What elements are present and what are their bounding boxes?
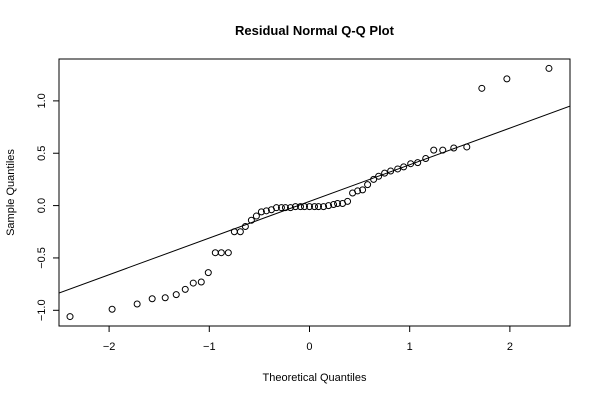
- data-point: [334, 199, 342, 207]
- data-point: [364, 181, 372, 189]
- y-tick-label: 0.0: [36, 198, 48, 213]
- data-point: [320, 203, 328, 211]
- data-point: [211, 249, 219, 257]
- data-point: [545, 64, 553, 72]
- x-tick-label: 0: [306, 341, 312, 353]
- data-point: [315, 203, 323, 211]
- data-point: [66, 313, 74, 321]
- data-point: [281, 204, 289, 212]
- data-point: [414, 159, 422, 167]
- data-point: [430, 146, 438, 154]
- data-point: [311, 203, 318, 211]
- data-point: [291, 203, 299, 211]
- data-point: [230, 228, 238, 236]
- data-point: [172, 291, 180, 299]
- data-point: [478, 84, 486, 92]
- x-tick-label: −1: [203, 341, 216, 353]
- y-tick-label: −0.5: [36, 247, 48, 269]
- data-point: [463, 143, 471, 151]
- data-point: [296, 203, 304, 211]
- data-point: [189, 279, 197, 287]
- data-point: [224, 249, 232, 257]
- data-point: [387, 167, 395, 175]
- data-point: [247, 216, 255, 224]
- x-axis-label: Theoretical Quantiles: [263, 372, 367, 384]
- data-point: [257, 208, 265, 216]
- x-tick-label: −2: [103, 341, 116, 353]
- x-tick-label: 2: [507, 341, 513, 353]
- x-tick-label: 1: [407, 341, 413, 353]
- data-point: [236, 228, 244, 236]
- data-point: [305, 203, 313, 211]
- x-axis: −2 −1 0 1 2: [103, 326, 513, 353]
- data-point: [354, 187, 362, 195]
- data-point: [422, 154, 430, 162]
- data-point: [300, 203, 308, 211]
- y-tick-label: 0.5: [36, 146, 48, 161]
- data-point: [370, 175, 378, 183]
- data-point: [133, 300, 141, 308]
- data-point: [108, 305, 116, 313]
- reference-line-group: [59, 105, 570, 294]
- data-point: [286, 204, 294, 212]
- data-point: [181, 285, 189, 293]
- data-point: [197, 278, 205, 286]
- data-point: [252, 212, 260, 220]
- data-point: [344, 197, 352, 205]
- data-point: [450, 144, 458, 152]
- y-axis: −1.0 −0.5 0.0 0.5 1.0: [36, 93, 59, 321]
- data-point: [407, 160, 415, 168]
- data-point: [439, 146, 447, 154]
- data-point: [325, 202, 333, 210]
- data-point: [381, 169, 389, 177]
- data-point: [277, 204, 285, 212]
- data-point: [375, 172, 383, 180]
- chart-title: Residual Normal Q-Q Plot: [235, 23, 395, 38]
- data-point: [272, 204, 280, 212]
- data-point: [394, 165, 402, 173]
- qq-reference-line: [59, 105, 570, 294]
- data-point: [161, 294, 169, 302]
- data-point: [400, 163, 408, 171]
- data-point: [148, 295, 156, 303]
- data-points: [66, 64, 553, 321]
- plot-frame: [58, 58, 571, 327]
- data-point: [503, 75, 511, 83]
- y-tick-label: 1.0: [36, 93, 48, 108]
- data-point: [359, 186, 367, 194]
- data-point: [330, 201, 338, 209]
- data-point: [204, 269, 212, 277]
- data-point: [262, 207, 270, 215]
- y-tick-label: −1.0: [36, 299, 48, 321]
- y-axis-label: Sample Quantiles: [5, 149, 17, 236]
- data-point: [241, 223, 249, 231]
- data-point: [217, 249, 225, 257]
